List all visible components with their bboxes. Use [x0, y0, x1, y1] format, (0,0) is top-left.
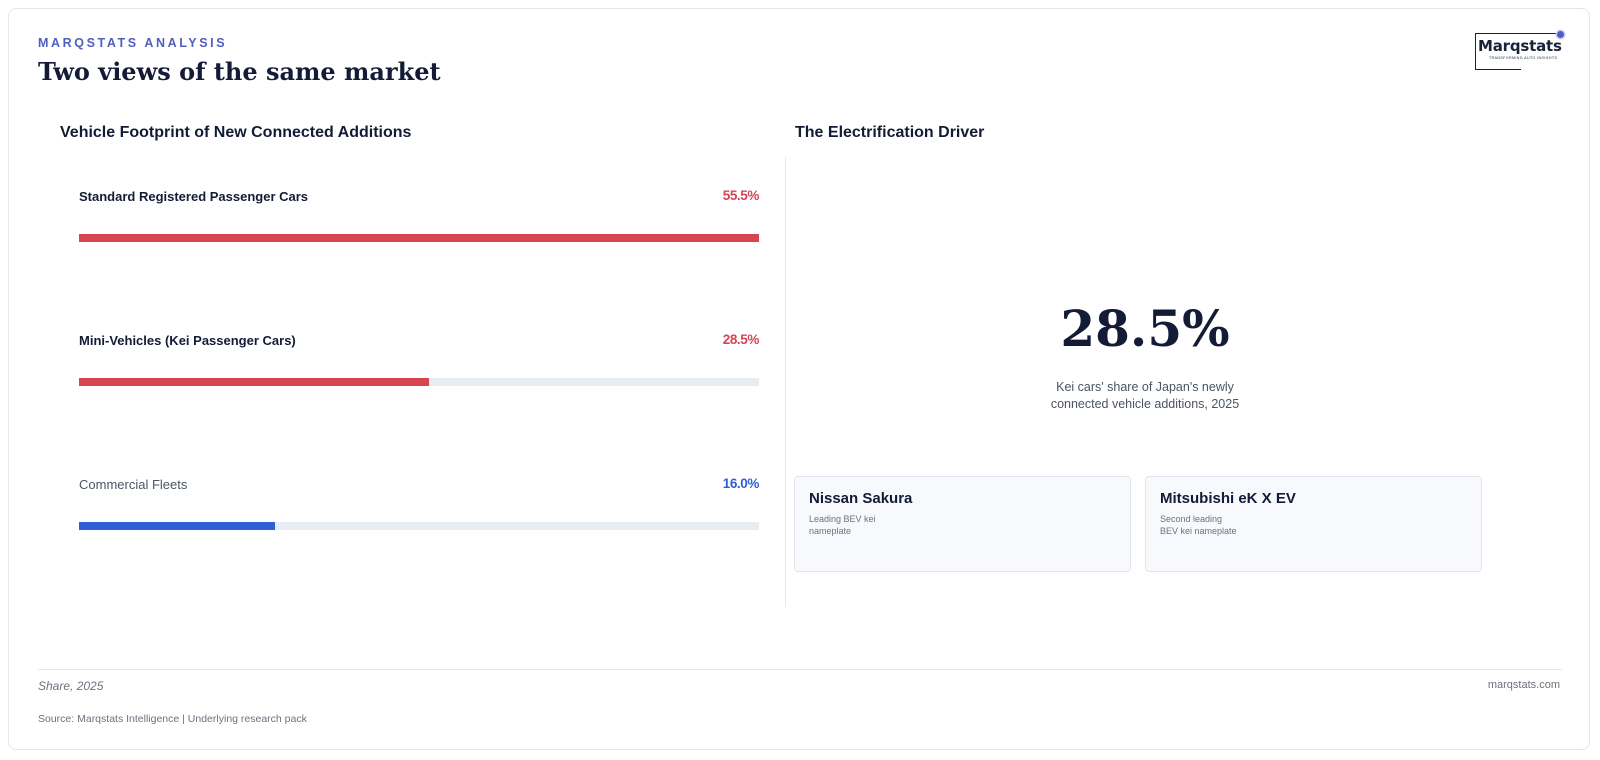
bar-fill: [79, 522, 275, 530]
footer-divider: [38, 669, 1562, 670]
logo-wordmark: Marqstats: [1477, 37, 1563, 55]
model-name: Nissan Sakura: [809, 490, 913, 507]
panel-divider: [785, 157, 786, 607]
bar-fill: [79, 234, 759, 242]
bar-label: Commercial Fleets: [79, 477, 188, 492]
bar-label: Standard Registered Passenger Cars: [79, 189, 309, 204]
bar-track: [79, 234, 759, 242]
footer-note: Share, 2025: [38, 679, 104, 693]
model-card-mitsubishi-ekx-ev: Mitsubishi eK X EV Second leading BEV ke…: [1145, 476, 1482, 572]
bar-value: 28.5%: [722, 332, 760, 347]
logo-frame: [1475, 33, 1521, 70]
model-card-nissan-sakura: Nissan Sakura Leading BEV kei nameplate: [794, 476, 1131, 572]
kpi-value: 28.5%: [1060, 299, 1230, 358]
bar-fill: [79, 378, 429, 386]
source-note: Source: Marqstats Intelligence | Underly…: [38, 713, 307, 725]
right-panel-title: The Electrification Driver: [795, 124, 985, 141]
bar-value: 16.0%: [722, 476, 760, 491]
model-description: Leading BEV kei nameplate: [809, 514, 876, 536]
bar-track: [79, 378, 759, 386]
logo-dot-icon: [1557, 31, 1564, 38]
bar-track: [79, 522, 759, 530]
page-title: Two views of the same market: [38, 57, 441, 86]
bar-value: 55.5%: [722, 188, 760, 203]
model-description: Second leading BEV kei nameplate: [1160, 514, 1237, 536]
marqstats-logo: Marqstats TRANSFORMING AUTO INSIGHTS: [1475, 31, 1567, 77]
left-panel-title: Vehicle Footprint of New Connected Addit…: [60, 124, 412, 141]
logo-tagline: TRANSFORMING AUTO INSIGHTS: [1489, 56, 1558, 60]
eyebrow-label: MARQSTATS ANALYSIS: [38, 36, 228, 50]
report-card: MARQSTATS ANALYSIS Two views of the same…: [8, 8, 1590, 750]
bar-label: Mini-Vehicles (Kei Passenger Cars): [79, 333, 296, 348]
model-name: Mitsubishi eK X EV: [1160, 490, 1296, 507]
footer-site-link[interactable]: marqstats.com: [1487, 679, 1560, 691]
kpi-caption: Kei cars' share of Japan's newly connect…: [1050, 380, 1240, 411]
logo-frame-top: [1520, 33, 1562, 69]
